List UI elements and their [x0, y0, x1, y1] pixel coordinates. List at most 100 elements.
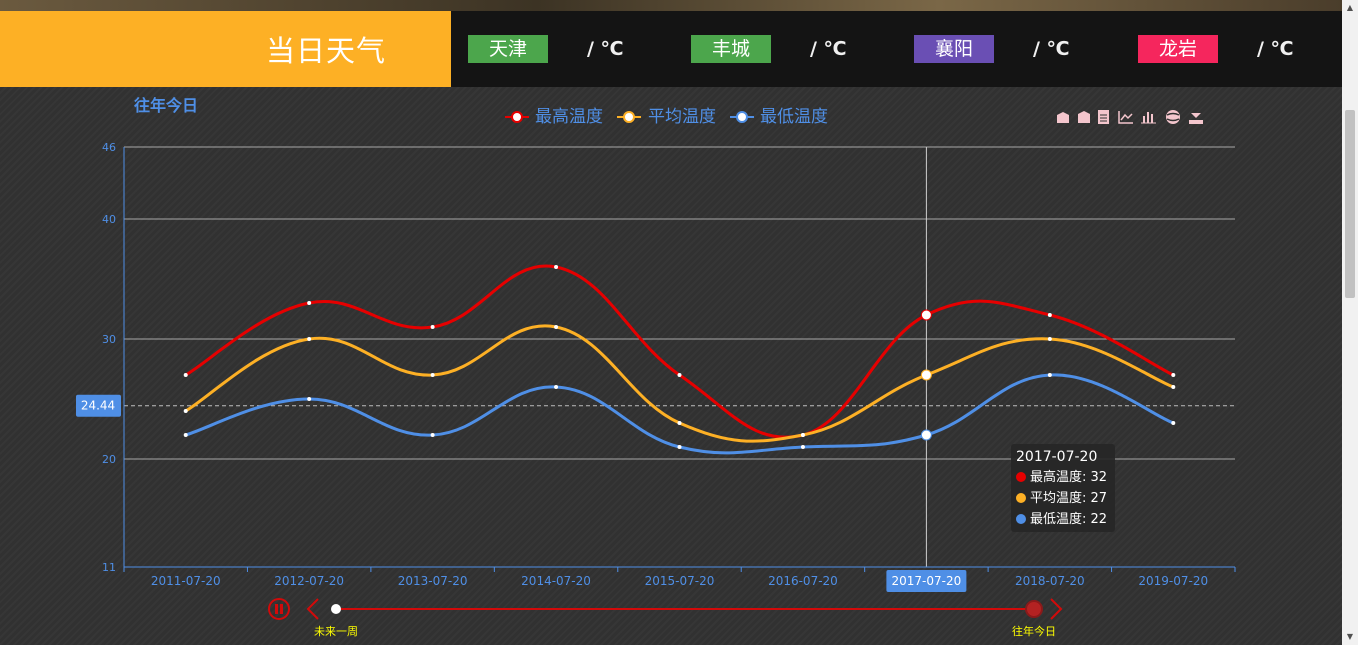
legend-item-avg[interactable]: 平均温度 [617, 107, 716, 127]
timeline-control: 未来一周 往年今日 [268, 598, 1063, 638]
data-point-max[interactable] [1171, 373, 1176, 377]
chart-series [183, 264, 1176, 455]
data-point-max[interactable] [1047, 313, 1052, 317]
y-tick-label: 20 [102, 453, 116, 466]
page-scrollbar[interactable]: ▲ ▼ [1342, 0, 1358, 645]
data-point-min[interactable] [430, 433, 435, 437]
data-point-max-highlight[interactable] [920, 309, 932, 321]
data-point-min[interactable] [183, 433, 188, 437]
x-tick-label[interactable]: 2013-07-20 [398, 574, 468, 588]
legend-item-max[interactable]: 最高温度 [505, 107, 603, 127]
x-tick-label[interactable]: 2019-07-20 [1138, 574, 1208, 588]
chart-legend: 最高温度 平均温度 最低温度 [505, 107, 828, 127]
tooltip-label-avg: 平均温度: 27 [1030, 491, 1108, 506]
header-title-box: 当日天气 [0, 11, 451, 87]
data-point-avg[interactable] [307, 337, 312, 341]
y-tick-label: 11 [102, 561, 116, 574]
data-point-avg[interactable] [183, 409, 188, 413]
data-view-icon[interactable] [1098, 110, 1109, 124]
average-mark-line: 24.44 [76, 394, 1235, 417]
x-tick-label[interactable]: 2011-07-20 [151, 574, 221, 588]
data-point-min[interactable] [1047, 373, 1052, 377]
data-point-avg[interactable] [1047, 337, 1052, 341]
series-line-min[interactable] [185, 373, 1174, 455]
city-badge-xiangyang[interactable]: 襄阳 [914, 35, 994, 63]
legend-label-avg: 平均温度 [648, 107, 716, 127]
data-point-avg[interactable] [1171, 385, 1176, 389]
scrollbar-thumb[interactable] [1345, 110, 1355, 298]
y-tick-label: 30 [102, 333, 116, 346]
save-image-icon[interactable] [1189, 113, 1203, 124]
mark-line-label-box [76, 394, 121, 417]
timeline-label-past-years[interactable]: 往年今日 [1012, 624, 1056, 638]
timeline-play-button[interactable] [268, 598, 290, 620]
tooltip-row-min: 最低温度: 22 [1016, 509, 1110, 530]
x-tick-label[interactable]: 2012-07-20 [274, 574, 344, 588]
x-tick-highlight-box [886, 570, 967, 592]
timeline-node-future-week[interactable] [331, 604, 341, 614]
data-point-avg[interactable] [430, 373, 435, 377]
tooltip-label-max: 最高温度: 32 [1030, 470, 1108, 485]
series-line-avg[interactable] [184, 324, 1174, 443]
chart-title: 往年今日 [134, 96, 198, 115]
city-temp-xiangyang: / ℃ [1033, 38, 1070, 60]
x-tick-label[interactable]: 2018-07-20 [1015, 574, 1085, 588]
city-badge-longyan[interactable]: 龙岩 [1138, 35, 1218, 63]
top-banner-strip [0, 0, 1342, 11]
city-badge-fengcheng[interactable]: 丰城 [691, 35, 771, 63]
legend-label-max: 最高温度 [535, 107, 603, 127]
chart-toolbox [1057, 110, 1203, 124]
mark-icon[interactable] [1057, 112, 1069, 123]
timeline-next-button[interactable] [1050, 598, 1063, 620]
chart-axes: 11 20 30 40 46 2011-07-20 2012-07-20 2013-07-20… [102, 141, 1236, 592]
data-point-min[interactable] [554, 385, 559, 389]
bar-chart-icon[interactable] [1141, 112, 1156, 124]
x-tick-label-highlight[interactable]: 2017-07-20 [892, 574, 962, 588]
data-point-min[interactable] [307, 397, 312, 401]
timeline-node-past-years[interactable] [1025, 600, 1043, 618]
mark-undo-icon[interactable] [1078, 111, 1090, 123]
scroll-down-icon[interactable]: ▼ [1346, 632, 1354, 641]
y-tick-label: 40 [102, 213, 116, 226]
timeline-label-future-week[interactable]: 未来一周 [314, 625, 358, 638]
x-tick-label[interactable]: 2015-07-20 [645, 574, 715, 588]
legend-label-min: 最低温度 [760, 107, 828, 127]
tooltip-dot-avg [1016, 493, 1026, 503]
tooltip-label-min: 最低温度: 22 [1030, 512, 1108, 527]
data-point-avg[interactable] [677, 421, 682, 425]
data-point-min[interactable] [1171, 421, 1176, 425]
scroll-up-icon[interactable]: ▲ [1346, 3, 1354, 12]
data-point-max[interactable] [554, 265, 559, 269]
data-point-min[interactable] [800, 445, 805, 449]
city-temp-longyan: / ℃ [1257, 38, 1294, 60]
weather-line-chart: 往年今日 最高温度 平均温度 最低温度 [76, 96, 1236, 638]
data-point-max[interactable] [183, 373, 188, 377]
data-point-max[interactable] [307, 301, 312, 305]
city-temp-tianjin: / ℃ [587, 38, 624, 60]
x-tick-label[interactable]: 2014-07-20 [521, 574, 591, 588]
legend-item-min[interactable]: 最低温度 [730, 107, 828, 127]
tooltip-row-avg: 平均温度: 27 [1016, 488, 1110, 509]
page-title: 当日天气 [266, 34, 387, 68]
data-point-avg[interactable] [554, 325, 559, 329]
timeline-prev-button[interactable] [306, 598, 319, 620]
line-chart-icon[interactable] [1118, 111, 1133, 124]
tooltip-date: 2017-07-20 [1016, 449, 1098, 465]
restore-icon[interactable] [1166, 110, 1180, 124]
header-bar: 当日天气 天津 / ℃ 丰城 / ℃ 襄阳 / ℃ 龙岩 / ℃ [0, 11, 1342, 87]
chart-tooltip: 2017-07-20 最高温度: 32 平均温度: 27 最低温度: 22 [1011, 444, 1115, 532]
city-badge-tianjin[interactable]: 天津 [468, 35, 548, 63]
data-point-min-highlight[interactable] [920, 429, 932, 441]
data-point-min[interactable] [677, 445, 682, 449]
data-point-avg[interactable] [800, 433, 805, 437]
x-tick-label[interactable]: 2016-07-20 [768, 574, 838, 588]
tooltip-dot-min [1016, 514, 1026, 524]
data-point-max[interactable] [430, 325, 435, 329]
tooltip-dot-max [1016, 472, 1026, 482]
series-line-max[interactable] [184, 264, 1174, 439]
tooltip-row-max: 最高温度: 32 [1016, 467, 1110, 488]
city-temp-fengcheng: / ℃ [810, 38, 847, 60]
mark-line-label: 24.44 [81, 399, 115, 413]
data-point-avg-highlight[interactable] [920, 369, 932, 381]
data-point-max[interactable] [677, 373, 682, 377]
